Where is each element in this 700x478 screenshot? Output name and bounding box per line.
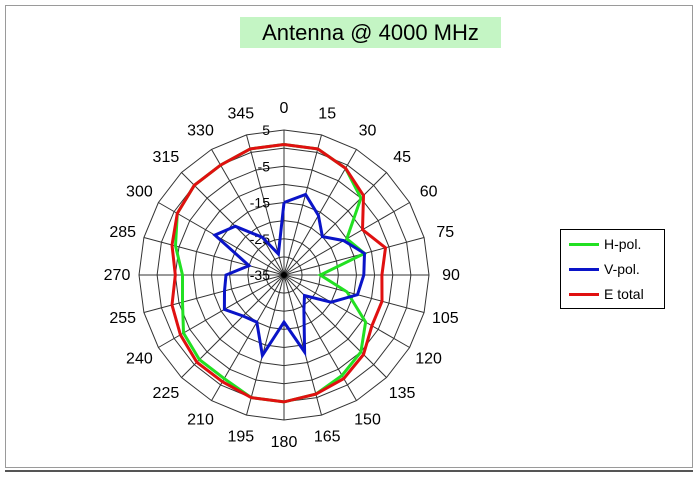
grid-spoke-45 — [283, 172, 387, 276]
legend-item-e-total: E total — [569, 285, 644, 303]
angle-tick-label: 240 — [126, 351, 153, 368]
legend-label-e-total: E total — [604, 286, 644, 302]
angle-tick-label: 300 — [126, 184, 153, 201]
grid-spoke-315 — [181, 172, 285, 276]
angle-tick-label: 120 — [415, 351, 442, 368]
legend-swatch-e-total — [569, 292, 599, 296]
legend-item-h-pol: H-pol. — [569, 235, 641, 253]
legend-label-v-pol: V-pol. — [604, 261, 640, 277]
radial-tick-label: -5 — [258, 158, 271, 174]
grid-spoke-15 — [283, 134, 322, 276]
legend-swatch-v-pol — [569, 267, 599, 271]
angle-tick-label: 345 — [227, 106, 254, 123]
angle-tick-label: 210 — [187, 412, 214, 429]
grid-spoke-75 — [283, 237, 425, 276]
grid-spoke-105 — [283, 274, 425, 313]
angle-tick-label: 30 — [359, 122, 377, 139]
angle-tick-label: 0 — [280, 100, 289, 117]
angle-tick-label: 285 — [109, 224, 136, 241]
legend-item-v-pol: V-pol. — [569, 260, 640, 278]
angle-tick-label: 255 — [109, 310, 136, 327]
radial-tick-label: -15 — [250, 195, 270, 211]
chart-legend: H-pol. V-pol. E total — [560, 229, 665, 309]
center-point — [281, 272, 287, 278]
series-line-v-pol — [212, 192, 367, 360]
chart-title: Antenna @ 4000 MHz — [240, 17, 501, 48]
grid-spoke-285 — [143, 237, 285, 276]
series-line-e-total — [170, 143, 388, 404]
angle-tick-label: 270 — [104, 267, 131, 284]
angle-tick-label: 135 — [389, 385, 416, 402]
angle-tick-label: 105 — [432, 310, 459, 327]
radial-tick-label: 5 — [262, 122, 270, 138]
angle-tick-label: 90 — [442, 267, 460, 284]
angle-tick-label: 315 — [153, 149, 180, 166]
grid-spoke-195 — [246, 274, 285, 416]
angle-tick-label: 165 — [314, 428, 341, 445]
angle-tick-label: 15 — [318, 106, 336, 123]
angle-tick-label: 45 — [393, 149, 411, 166]
angle-tick-label: 330 — [187, 122, 214, 139]
radial-tick-label: -35 — [250, 267, 270, 283]
angle-tick-label: 180 — [271, 434, 298, 451]
angle-tick-label: 60 — [420, 184, 438, 201]
grid-spoke-30 — [283, 149, 357, 276]
grid-spoke-135 — [283, 274, 387, 378]
grid-spoke-240 — [158, 274, 285, 348]
angle-tick-label: 225 — [153, 385, 180, 402]
legend-swatch-h-pol — [569, 242, 599, 246]
angle-tick-label: 150 — [354, 412, 381, 429]
legend-label-h-pol: H-pol. — [604, 236, 642, 252]
grid-spoke-120 — [283, 274, 410, 348]
grid-spoke-255 — [143, 274, 285, 313]
bottom-divider — [5, 470, 693, 472]
angle-tick-label: 195 — [227, 428, 254, 445]
grid-spoke-165 — [283, 274, 322, 416]
angle-tick-label: 75 — [436, 224, 454, 241]
grid-spoke-330 — [211, 149, 285, 276]
